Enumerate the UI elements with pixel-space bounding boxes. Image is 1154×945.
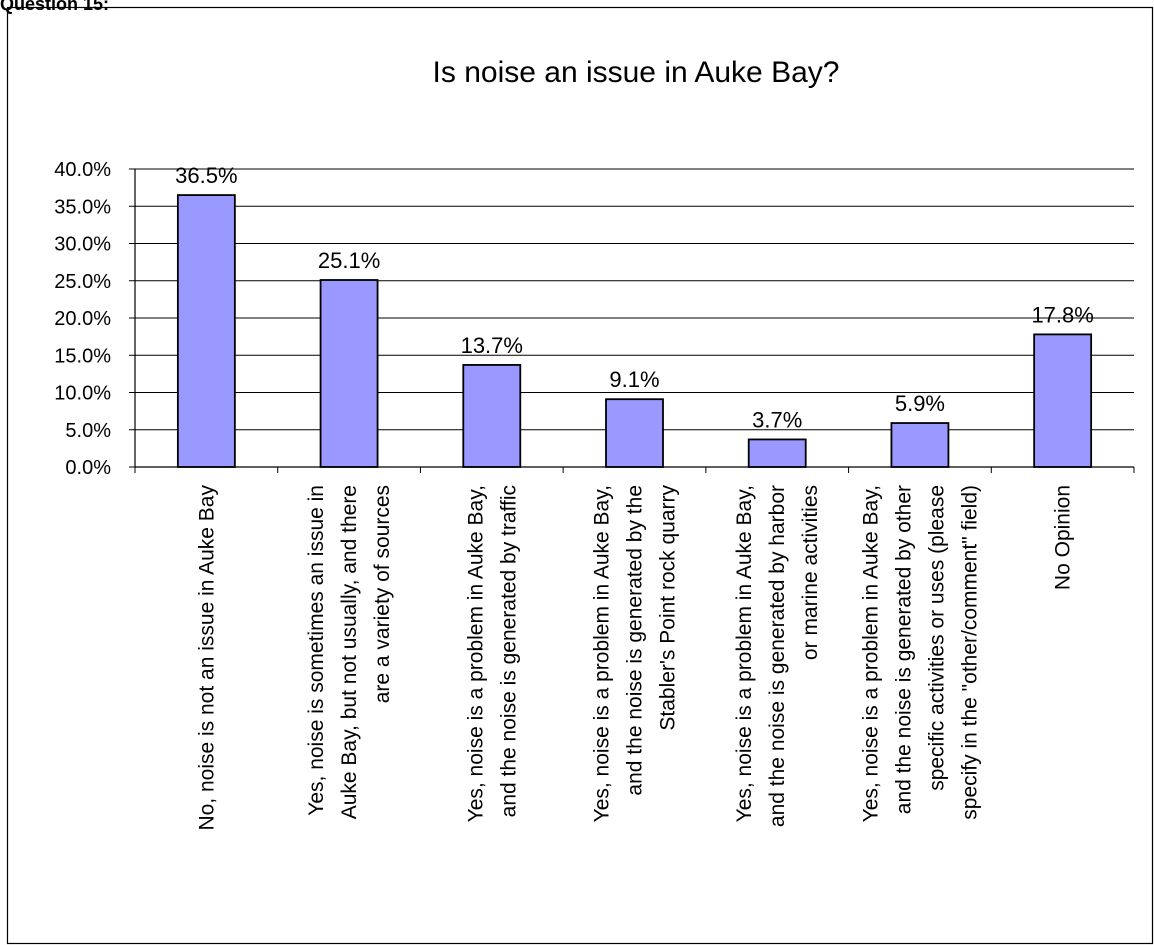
category-label-line: specific activities or uses (please xyxy=(925,485,948,791)
data-label: 13.7% xyxy=(461,333,523,358)
category-label-line: Yes, noise is a problem in Auke Bay, xyxy=(733,485,756,822)
y-tick-label: 30.0% xyxy=(54,234,111,256)
data-label: 3.7% xyxy=(752,407,802,432)
data-label: 17.8% xyxy=(1031,302,1093,327)
category-label-line: No, noise is not an issue in Auke Bay xyxy=(195,485,218,831)
y-tick-labels: 0.0% 5.0% 10.0% 15.0% 20.0% 25.0% 30.0% 35.0% 40… xyxy=(54,159,111,479)
category-label-line: Yes, noise is a problem in Auke Bay, xyxy=(464,485,487,822)
category-label-line: and the noise is generated by harbor xyxy=(766,485,789,827)
bar xyxy=(605,398,664,468)
bar xyxy=(1033,333,1093,468)
category-label-line: and the noise is generated by traffic xyxy=(497,485,520,817)
category-label-line: Auke Bay, but not usually, and there xyxy=(338,485,361,819)
axes xyxy=(129,168,1135,473)
category-label: Yes, noise is sometimes an issue in Auke … xyxy=(305,485,394,819)
y-tick-label: 0.0% xyxy=(65,457,111,479)
bar xyxy=(319,279,379,468)
data-label: 25.1% xyxy=(318,248,380,273)
category-label-line: No Opinion xyxy=(1052,485,1075,590)
y-tick-label: 25.0% xyxy=(54,271,111,293)
y-tick-label: 40.0% xyxy=(54,159,111,181)
data-label: 9.1% xyxy=(609,367,659,392)
y-tick-label: 20.0% xyxy=(54,308,111,330)
bar xyxy=(890,422,950,468)
gridlines xyxy=(135,168,1134,431)
category-label-line: Yes, noise is a problem in Auke Bay, xyxy=(591,485,614,822)
bars xyxy=(176,194,1093,468)
data-label: 36.5% xyxy=(175,163,237,188)
category-label-line: are a variety of sources xyxy=(371,485,394,703)
category-label-line: Stabler's Point rock quarry xyxy=(657,485,680,731)
y-tick-label: 5.0% xyxy=(65,420,111,442)
y-tick-label: 10.0% xyxy=(54,383,111,405)
bar xyxy=(747,438,807,468)
y-tick-label: 35.0% xyxy=(54,196,111,218)
bar xyxy=(176,194,236,468)
category-label: Yes, noise is a problem in Auke Bay, and … xyxy=(733,485,822,827)
category-label-line: specify in the "other/comment" field) xyxy=(958,485,981,820)
chart-title: Is noise an issue in Auke Bay? xyxy=(433,56,840,89)
data-labels: 36.5% 25.1% 13.7% 9.1% 3.7% 5.9% 17.8% xyxy=(175,163,1094,432)
category-label: Yes, noise is a problem in Auke Bay, and … xyxy=(859,485,981,822)
chart-border xyxy=(6,6,1154,945)
category-label: No, noise is not an issue in Auke Bay xyxy=(195,485,218,831)
category-label-line: or marine activities xyxy=(799,485,822,660)
category-label: No Opinion xyxy=(1052,485,1075,590)
category-label-line: Yes, noise is sometimes an issue in xyxy=(305,485,328,816)
category-label-line: Yes, noise is a problem in Auke Bay, xyxy=(859,485,882,822)
category-label-line: and the noise is generated by other xyxy=(892,485,915,814)
y-tick-label: 15.0% xyxy=(54,345,111,367)
bar xyxy=(462,364,522,468)
category-label: Yes, noise is a problem in Auke Bay, and … xyxy=(591,485,680,823)
data-label: 5.9% xyxy=(895,391,945,416)
category-label: Yes, noise is a problem in Auke Bay, and … xyxy=(464,485,520,822)
category-label-line: and the noise is generated by the xyxy=(624,485,647,796)
category-labels: No, noise is not an issue in Auke Bay Yes… xyxy=(195,485,1074,831)
